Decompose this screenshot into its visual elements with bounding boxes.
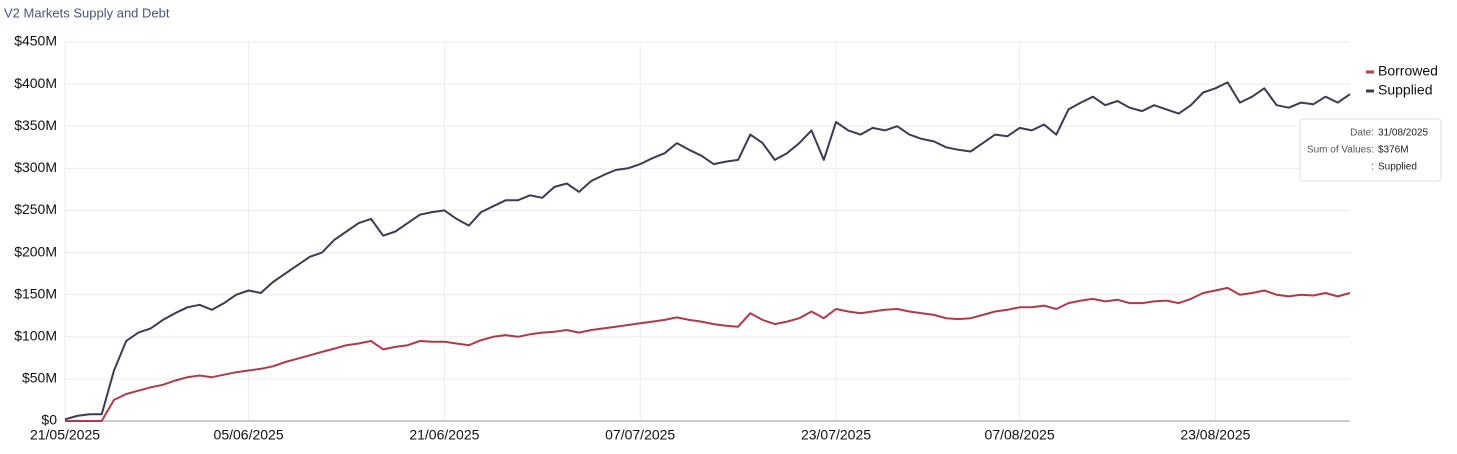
y-tick-label: $50M <box>22 370 57 386</box>
y-tick-label: $100M <box>14 327 57 343</box>
tooltip-key: Sum of Values: <box>1307 145 1374 156</box>
tooltip-box <box>1299 118 1442 182</box>
y-tick-label: $350M <box>14 117 57 133</box>
x-tick-label: 05/06/2025 <box>214 427 284 443</box>
legend-label: Supplied <box>1378 82 1433 98</box>
tooltip-key: : <box>1371 162 1374 173</box>
y-tick-label: $200M <box>14 243 57 259</box>
tooltip-value: Supplied <box>1378 162 1417 173</box>
x-tick-label: 07/07/2025 <box>605 427 675 443</box>
series-line <box>65 286 1351 422</box>
y-tick-label: $400M <box>14 75 57 91</box>
series-line <box>64 81 1351 421</box>
tooltip-value: 31/08/2025 <box>1378 128 1428 139</box>
x-tick-label: 21/05/2025 <box>30 427 100 443</box>
x-tick-label: 23/08/2025 <box>1180 427 1250 443</box>
y-tick-label: $450M <box>14 33 57 49</box>
x-tick-label: 21/06/2025 <box>409 427 479 443</box>
tooltip-value: $376M <box>1378 145 1409 156</box>
y-tick-label: $0 <box>41 412 57 428</box>
x-tick-label: 07/08/2025 <box>985 427 1055 443</box>
legend-label: Borrowed <box>1378 63 1438 79</box>
tooltip-key: Date: <box>1350 128 1374 139</box>
y-tick-label: $150M <box>14 285 57 301</box>
y-tick-label: $300M <box>14 159 57 175</box>
y-tick-label: $250M <box>14 201 57 217</box>
x-tick-label: 23/07/2025 <box>801 427 871 443</box>
chart-title: V2 Markets Supply and Debt <box>4 5 170 20</box>
